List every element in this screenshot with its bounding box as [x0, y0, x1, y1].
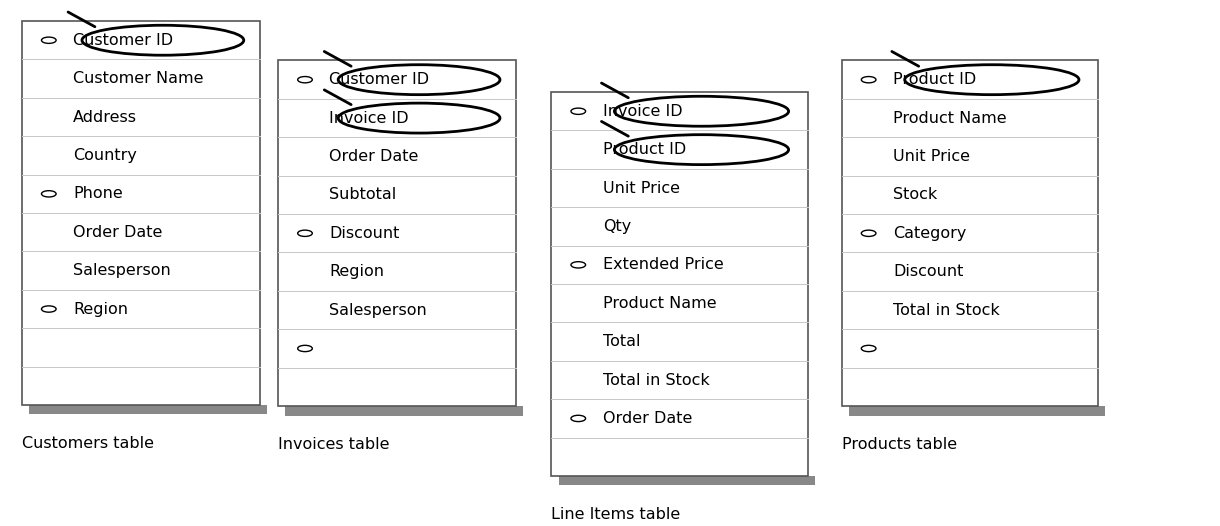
Text: Customers table: Customers table — [22, 436, 154, 451]
Bar — [285, 406, 523, 416]
Text: Unit Price: Unit Price — [893, 149, 970, 164]
Text: Address: Address — [73, 109, 137, 125]
Text: Total: Total — [603, 334, 640, 349]
Bar — [22, 21, 260, 405]
Text: Order Date: Order Date — [603, 411, 692, 426]
Circle shape — [298, 345, 312, 351]
Circle shape — [41, 190, 56, 197]
Text: Extended Price: Extended Price — [603, 257, 723, 272]
Circle shape — [571, 108, 586, 115]
Text: Order Date: Order Date — [73, 225, 162, 240]
Text: Total in Stock: Total in Stock — [893, 302, 1000, 318]
Text: Discount: Discount — [329, 226, 400, 241]
Text: Stock: Stock — [893, 187, 937, 203]
Text: Region: Region — [329, 264, 384, 279]
Text: Products table: Products table — [842, 437, 956, 452]
Bar — [278, 60, 516, 406]
Bar — [559, 476, 815, 485]
Circle shape — [861, 230, 876, 236]
Text: Order Date: Order Date — [329, 149, 418, 164]
Text: Product ID: Product ID — [603, 142, 686, 157]
Text: Line Items table: Line Items table — [551, 507, 681, 522]
Circle shape — [298, 230, 312, 236]
Text: Product Name: Product Name — [603, 296, 716, 311]
Circle shape — [861, 76, 876, 83]
Circle shape — [571, 415, 586, 421]
Circle shape — [41, 306, 56, 312]
Circle shape — [861, 345, 876, 351]
Bar — [849, 406, 1105, 416]
Text: Discount: Discount — [893, 264, 964, 279]
Text: Subtotal: Subtotal — [329, 187, 396, 203]
Text: Phone: Phone — [73, 186, 123, 201]
Text: Invoice ID: Invoice ID — [603, 104, 682, 119]
Text: Country: Country — [73, 148, 137, 163]
Bar — [29, 405, 267, 414]
Text: Total in Stock: Total in Stock — [603, 372, 709, 388]
Text: Product Name: Product Name — [893, 110, 1006, 126]
Text: Customer ID: Customer ID — [329, 72, 429, 87]
Text: Unit Price: Unit Price — [603, 180, 680, 196]
Text: Customer Name: Customer Name — [73, 71, 204, 86]
Circle shape — [41, 37, 56, 44]
Bar — [551, 92, 808, 476]
Text: Invoice ID: Invoice ID — [329, 110, 409, 126]
Text: Product ID: Product ID — [893, 72, 976, 87]
Circle shape — [298, 76, 312, 83]
Circle shape — [571, 261, 586, 268]
Bar — [842, 60, 1098, 406]
Text: Region: Region — [73, 301, 128, 317]
Text: Category: Category — [893, 226, 966, 241]
Text: Invoices table: Invoices table — [278, 437, 389, 452]
Text: Qty: Qty — [603, 219, 631, 234]
Text: Salesperson: Salesperson — [329, 302, 427, 318]
Text: Salesperson: Salesperson — [73, 263, 171, 278]
Text: Customer ID: Customer ID — [73, 33, 173, 48]
